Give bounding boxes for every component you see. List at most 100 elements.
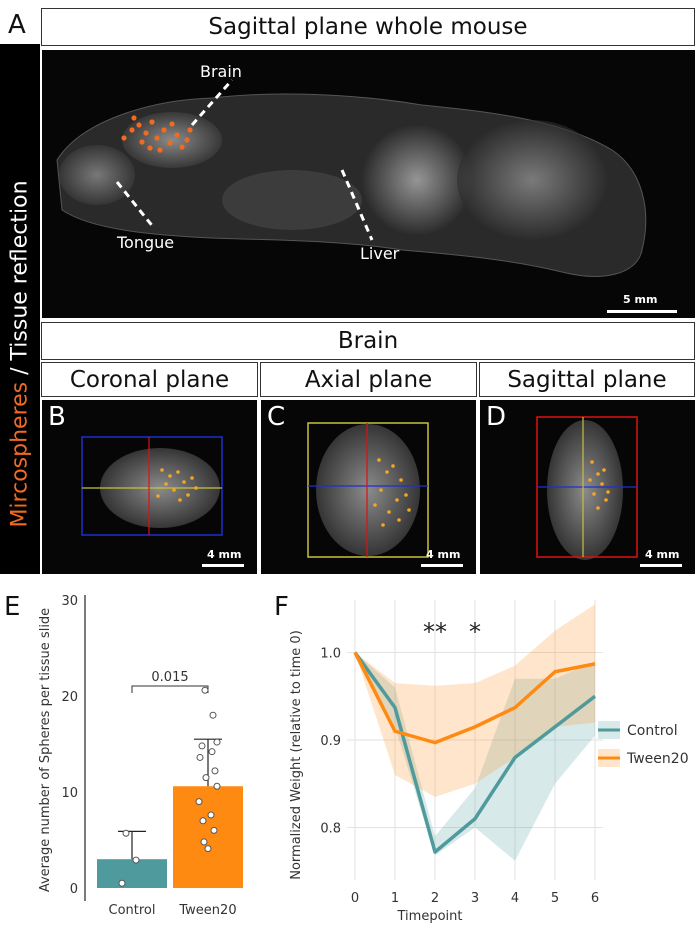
e-point-1-11 xyxy=(199,817,207,825)
brain-microspheres xyxy=(121,115,193,153)
e-point-1-9 xyxy=(195,798,203,806)
sagittal-plane-title: Sagittal plane xyxy=(479,362,695,397)
axial-plane-title: Axial plane xyxy=(260,362,477,397)
coronal-render xyxy=(81,436,223,536)
f-sig-3: * xyxy=(469,618,481,646)
torso-region xyxy=(457,120,607,240)
e-point-1-7 xyxy=(202,774,210,782)
e-xtick-0: Control xyxy=(109,903,156,918)
e-point-1-0 xyxy=(201,686,209,694)
f-xtick-6: 6 xyxy=(591,891,599,906)
panel-letter-e: E xyxy=(4,592,21,622)
f-line-control xyxy=(353,651,597,854)
panel-c-scale-label: 4 mm xyxy=(426,548,461,561)
f-xtick-3: 3 xyxy=(471,891,479,906)
f-band-control xyxy=(355,652,595,861)
e-point-1-2 xyxy=(213,738,221,746)
f-xtick-1: 1 xyxy=(391,891,399,906)
f-y-axis-label: Normalized Weight (relative to time 0) xyxy=(289,630,304,880)
coronal-plane-image: B 4 mm xyxy=(42,400,257,574)
axial-render xyxy=(307,422,429,558)
whole-mouse-image: Brain Tongue Liver 5 mm xyxy=(42,50,695,318)
panel-letter-a: A xyxy=(8,10,26,40)
e-point-1-4 xyxy=(208,748,216,756)
f-line-tween20 xyxy=(353,651,596,745)
panel-letter-d: D xyxy=(486,402,507,432)
e-bar-tween20 xyxy=(173,786,243,888)
e-point-0-1 xyxy=(132,856,140,864)
f-lines xyxy=(353,651,597,854)
f-legend-label-1: Tween20 xyxy=(626,751,689,767)
f-xtick-4: 4 xyxy=(511,891,519,906)
f-xtick-0: 0 xyxy=(351,891,359,906)
e-point-1-13 xyxy=(200,838,208,846)
brain-pointer xyxy=(190,79,234,126)
f-grid xyxy=(347,600,603,880)
e-ytick-2: 20 xyxy=(61,690,78,705)
f-xtick-5: 5 xyxy=(551,891,559,906)
e-ytick-1: 10 xyxy=(61,786,78,801)
liver-label: Liver xyxy=(360,244,400,263)
f-legend: Control Tween20 xyxy=(598,721,689,767)
spheres-bar-chart: Average number of Spheres per tissue sli… xyxy=(38,594,243,918)
panel-b-scale-label: 4 mm xyxy=(207,548,242,561)
e-sig-pvalue: 0.015 xyxy=(151,670,188,685)
e-point-1-10 xyxy=(207,811,215,819)
f-x-axis-label: Timepoint xyxy=(397,909,463,924)
e-point-1-12 xyxy=(210,826,218,834)
whole-mouse-render xyxy=(56,79,647,277)
e-ytick-0: 0 xyxy=(70,882,78,897)
abdomen-region xyxy=(222,170,362,230)
tongue-pointer xyxy=(115,181,156,229)
e-ytick-3: 30 xyxy=(61,594,78,609)
f-ytick-2: 1.0 xyxy=(320,647,341,662)
panel-d-scale-bar xyxy=(640,564,682,567)
f-legend-label-0: Control xyxy=(627,723,678,739)
e-point-1-3 xyxy=(198,742,206,750)
e-point-0-0 xyxy=(122,829,130,837)
panel-letter-b: B xyxy=(48,402,66,432)
panel-letter-c: C xyxy=(267,402,286,432)
liver-pointer xyxy=(340,169,374,241)
brain-region xyxy=(122,112,222,168)
e-point-1-14 xyxy=(204,845,212,853)
f-ticks: 0 1 2 3 4 5 6 0.8 0.9 1.0 xyxy=(320,647,599,907)
f-band-tween20 xyxy=(355,604,595,797)
e-bar-control xyxy=(97,859,167,888)
f-bands xyxy=(355,604,595,861)
e-axis: 0 10 20 30 xyxy=(61,594,86,901)
sidebar: Mircospheres / Tissue reflection xyxy=(0,44,40,574)
e-point-1-1 xyxy=(209,711,217,719)
brain-label: Brain xyxy=(200,62,242,81)
panel-a-title: Sagittal plane whole mouse xyxy=(41,8,695,46)
e-xtick-1: Tween20 xyxy=(178,903,236,918)
sagittal-render xyxy=(536,416,638,560)
panel-c-scale-bar xyxy=(421,564,463,567)
panel-a-scale-bar xyxy=(607,310,677,313)
head-region xyxy=(59,145,135,205)
coronal-plane-title: Coronal plane xyxy=(41,362,258,397)
panel-d-scale-label: 4 mm xyxy=(645,548,680,561)
e-sig-bracket xyxy=(131,685,209,693)
sidebar-label: Mircospheres / Tissue reflection xyxy=(8,180,33,527)
f-ytick-1: 0.9 xyxy=(320,734,341,749)
e-bars: Control Tween20 0.015 xyxy=(97,670,243,918)
sidebar-reflection-text: / Tissue reflection xyxy=(7,180,33,382)
panel-letter-f: F xyxy=(274,592,289,622)
e-point-1-8 xyxy=(213,782,221,790)
f-sig-2: ** xyxy=(423,618,447,646)
panel-b-scale-bar xyxy=(202,564,244,567)
panel-a-scale-label: 5 mm xyxy=(623,293,658,306)
sidebar-microspheres-text: Mircospheres xyxy=(7,381,33,528)
axial-plane-image: C 4 mm xyxy=(261,400,476,574)
e-point-1-6 xyxy=(211,767,219,775)
f-significance: ** * xyxy=(423,618,481,646)
e-point-0-2 xyxy=(118,879,126,887)
e-points xyxy=(118,686,221,887)
weight-line-chart: Normalized Weight (relative to time 0) T… xyxy=(289,600,689,924)
tongue-label: Tongue xyxy=(117,233,175,252)
f-ytick-0: 0.8 xyxy=(320,822,341,837)
sagittal-plane-image: D 4 mm xyxy=(480,400,695,574)
f-xtick-2: 2 xyxy=(431,891,439,906)
brain-header: Brain xyxy=(41,322,695,360)
